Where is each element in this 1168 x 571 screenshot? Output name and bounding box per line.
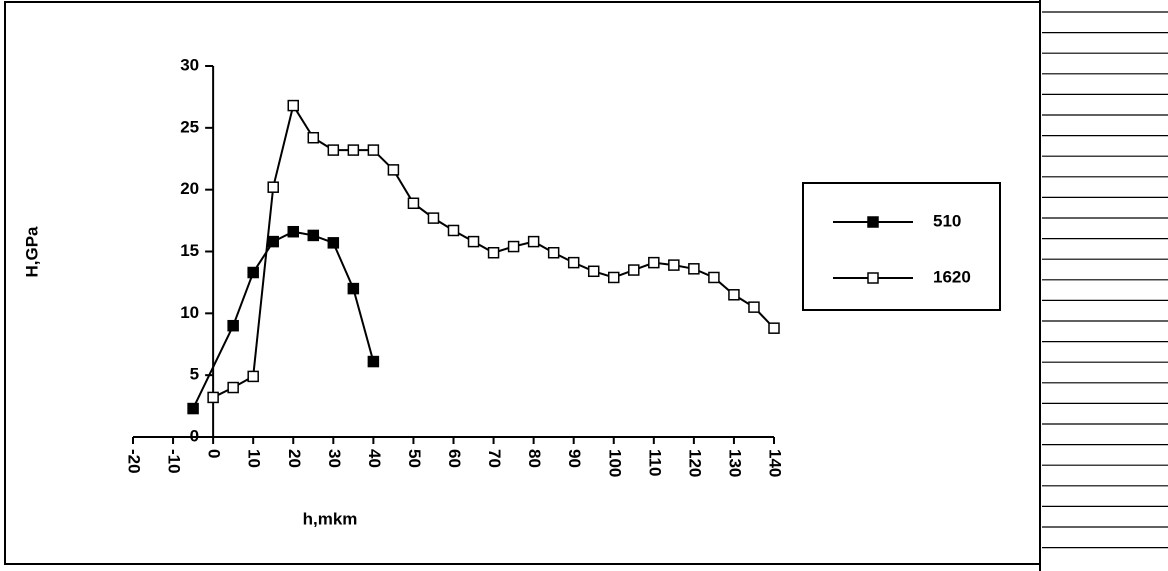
data-point (447, 224, 460, 237)
data-point (487, 246, 500, 259)
data-point (287, 225, 299, 238)
legend-label: 510 (933, 211, 961, 230)
data-point (427, 212, 440, 224)
data-point (207, 391, 219, 404)
data-point (668, 259, 680, 271)
x-tick-label: 50 (405, 449, 424, 468)
data-point (768, 322, 780, 334)
x-tick-label: 70 (485, 449, 504, 468)
x-tick-label: 140 (766, 449, 785, 477)
x-tick-label: 40 (365, 449, 384, 468)
data-point (247, 266, 259, 279)
x-tick-label: 30 (325, 449, 344, 468)
x-tick-label: -20 (125, 449, 144, 474)
y-tick-label: 20 (180, 179, 199, 198)
data-point (347, 282, 360, 295)
data-point (307, 131, 320, 144)
data-point (567, 256, 580, 269)
y-axis-label: H,GPa (22, 226, 41, 278)
data-point (688, 263, 700, 275)
x-tick-label: 80 (525, 449, 544, 468)
data-point (367, 355, 380, 368)
y-tick-label: 10 (180, 303, 199, 322)
data-point (708, 271, 720, 284)
data-point (227, 381, 239, 394)
data-point (407, 197, 420, 210)
data-point (367, 144, 380, 156)
x-tick-label: 100 (605, 449, 624, 477)
x-tick-label: 130 (725, 449, 744, 477)
legend-marker (867, 216, 879, 228)
x-tick-label: 20 (285, 449, 304, 468)
x-tick-label: 110 (645, 449, 664, 476)
legend-label: 1620 (933, 267, 971, 286)
data-point (247, 370, 259, 383)
x-tick-label: 60 (445, 449, 464, 468)
data-point (728, 289, 740, 301)
series-line (192, 230, 375, 409)
x-tick-label: 120 (685, 449, 704, 477)
data-point (227, 319, 239, 332)
data-point (648, 256, 660, 269)
data-point (267, 181, 279, 193)
data-point (187, 402, 199, 415)
y-tick-label: 0 (190, 426, 199, 445)
data-point (267, 235, 279, 248)
legend-box (802, 182, 1001, 311)
data-point (327, 144, 340, 156)
x-tick-label: 90 (565, 449, 584, 468)
data-point (347, 144, 360, 156)
data-point (748, 301, 760, 313)
side-column (1042, 11, 1168, 549)
data-point (507, 240, 520, 253)
y-tick-label: 30 (180, 55, 199, 74)
x-axis-label: h,mkm (303, 509, 358, 528)
legend-marker (867, 272, 879, 284)
data-point (527, 235, 540, 248)
data-point (547, 246, 560, 259)
data-point (628, 264, 640, 276)
data-point (608, 271, 620, 284)
x-tick-label: 0 (205, 449, 224, 458)
x-tick-label: 10 (245, 449, 264, 468)
y-tick-label: 25 (180, 117, 199, 136)
data-point (467, 235, 480, 248)
y-tick-label: 15 (180, 241, 199, 260)
data-point (587, 265, 600, 278)
x-tick-label: -10 (165, 449, 184, 474)
data-point (327, 237, 340, 249)
data-point (287, 99, 299, 112)
y-tick-label: 5 (190, 365, 199, 384)
data-point (307, 229, 320, 242)
data-point (387, 164, 400, 176)
